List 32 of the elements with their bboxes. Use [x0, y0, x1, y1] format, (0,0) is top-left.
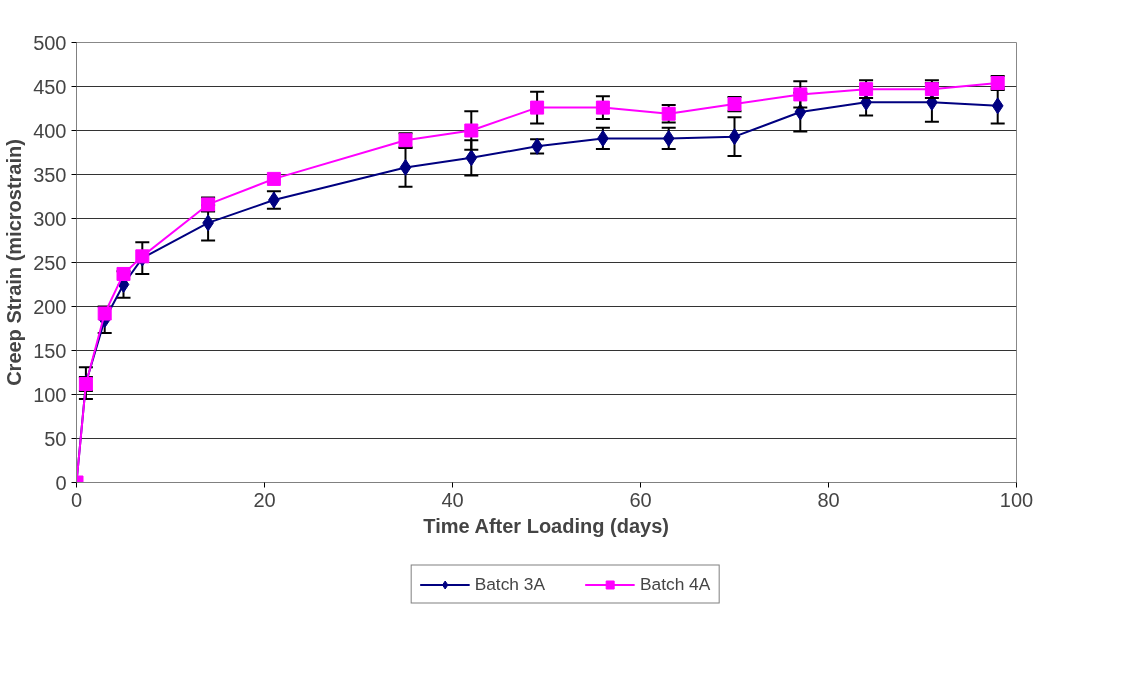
y-tick-label: 250 [33, 251, 67, 274]
x-tick-label: 80 [817, 488, 840, 511]
point [595, 100, 610, 115]
x-tick-label: 60 [629, 488, 652, 511]
legend-label: Batch 4A [640, 573, 711, 595]
point [991, 97, 1004, 115]
point [399, 158, 412, 176]
y-tick-label: 0 [55, 471, 67, 494]
y-tick-label: 50 [44, 427, 67, 450]
point [464, 123, 479, 138]
point [530, 100, 545, 115]
x-tick-label: 100 [999, 488, 1034, 511]
y-tick-label: 100 [33, 383, 67, 406]
x-tick-label: 0 [70, 488, 83, 511]
point [465, 149, 478, 167]
y-tick-label: 400 [33, 119, 67, 142]
legend-label: Batch 3A [474, 573, 545, 595]
y-tick-label: 350 [33, 163, 67, 186]
y-tick-label: 300 [33, 207, 67, 230]
point [793, 87, 808, 102]
x-tick-label: 20 [253, 488, 276, 511]
point [116, 266, 131, 281]
y-axis-title: Creep Strain (microstrain) [3, 139, 26, 386]
y-tick-label: 150 [33, 339, 67, 362]
y-tick-label: 200 [33, 295, 67, 318]
point [728, 128, 741, 146]
y-tick-label: 500 [33, 31, 67, 54]
x-axis-title: Time After Loading (days) [423, 514, 669, 537]
y-tick-label: 450 [33, 75, 67, 98]
point [97, 306, 112, 321]
x-tick-label: 40 [441, 488, 464, 511]
point [266, 171, 281, 186]
